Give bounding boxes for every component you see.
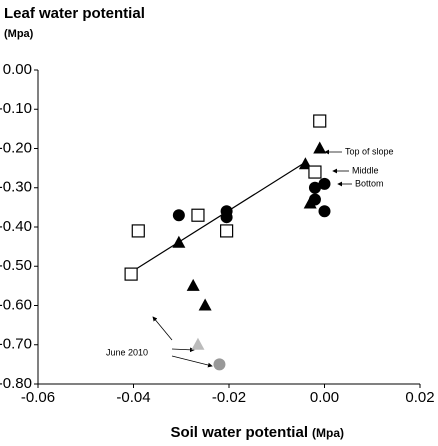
- point: [220, 211, 233, 224]
- point: [186, 278, 200, 291]
- point: [198, 298, 212, 311]
- x-tick-label: -0.06: [21, 389, 55, 406]
- point: [308, 165, 322, 179]
- x-axis-unit: (Mpa): [312, 426, 344, 440]
- y-tick-label: -0.60: [0, 296, 32, 313]
- x-tick-label: -0.04: [116, 389, 150, 406]
- point: [308, 181, 321, 194]
- y-tick-label: -0.20: [0, 139, 32, 156]
- point: [191, 208, 205, 222]
- y-tick-label: -0.10: [0, 100, 32, 117]
- annotation: Bottom: [355, 178, 384, 188]
- arrow: [171, 347, 195, 353]
- point: [313, 114, 327, 128]
- x-axis-title: Soil water potential: [170, 424, 308, 441]
- point: [124, 267, 138, 281]
- point: [318, 177, 331, 190]
- x-tick-label: -0.02: [212, 389, 246, 406]
- y-tick-label: -0.30: [0, 179, 32, 196]
- y-axis-unit: (Mpa): [4, 28, 34, 40]
- point: [213, 358, 226, 371]
- annotation: Top of slope: [345, 146, 394, 156]
- y-tick-label: -0.50: [0, 257, 32, 274]
- arrow: [171, 355, 213, 368]
- point: [172, 209, 185, 222]
- point: [313, 141, 327, 154]
- annotation: June 2010: [106, 347, 148, 357]
- x-tick-label: 0.02: [405, 389, 434, 406]
- y-tick-label: -0.70: [0, 336, 32, 353]
- y-tick-label: -0.80: [0, 375, 32, 392]
- y-tick-label: 0.00: [3, 61, 32, 78]
- arrow: [152, 316, 173, 341]
- point: [191, 337, 205, 350]
- point: [220, 224, 234, 238]
- trend-line: [130, 161, 306, 273]
- point: [318, 205, 331, 218]
- y-tick-label: -0.40: [0, 218, 32, 235]
- x-tick-label: 0.00: [310, 389, 339, 406]
- annotation: Middle: [352, 165, 379, 175]
- point: [308, 193, 321, 206]
- point: [131, 224, 145, 238]
- y-axis-title: Leaf water potential: [4, 5, 145, 22]
- point: [172, 235, 186, 248]
